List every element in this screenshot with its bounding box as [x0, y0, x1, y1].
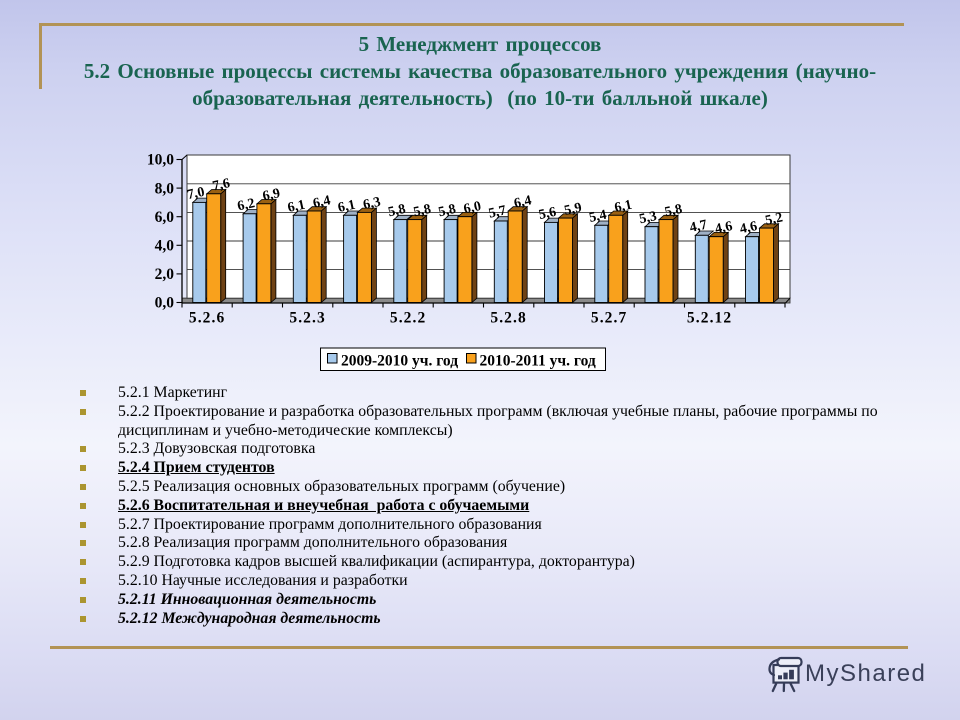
- svg-text:6,1: 6,1: [613, 198, 633, 216]
- svg-text:6,4: 6,4: [312, 193, 332, 211]
- svg-text:5,6: 5,6: [537, 205, 557, 223]
- svg-text:5,8: 5,8: [412, 202, 432, 220]
- svg-text:5,3: 5,3: [638, 209, 658, 227]
- svg-text:8,0: 8,0: [155, 180, 175, 197]
- svg-text:6,0: 6,0: [155, 209, 175, 226]
- svg-text:5.2.7: 5.2.7: [591, 310, 628, 327]
- svg-text:5.2.3: 5.2.3: [289, 310, 326, 327]
- svg-text:6,1: 6,1: [337, 198, 357, 216]
- svg-text:5,9: 5,9: [563, 200, 583, 218]
- svg-text:6,4: 6,4: [513, 193, 533, 211]
- svg-text:4,6: 4,6: [738, 219, 758, 237]
- svg-text:5.2.6: 5.2.6: [189, 310, 226, 327]
- svg-text:2010-2011 уч. год: 2010-2011 уч. год: [480, 353, 596, 370]
- svg-text:4,7: 4,7: [688, 218, 708, 236]
- svg-text:6,1: 6,1: [286, 198, 306, 216]
- svg-text:7,0: 7,0: [186, 185, 206, 203]
- svg-text:5,4: 5,4: [588, 208, 608, 226]
- svg-text:5,7: 5,7: [487, 203, 507, 221]
- svg-text:6,9: 6,9: [261, 186, 281, 204]
- svg-text:5,8: 5,8: [387, 202, 407, 220]
- svg-text:5,8: 5,8: [437, 202, 457, 220]
- svg-text:5,8: 5,8: [663, 202, 683, 220]
- svg-text:4,6: 4,6: [714, 219, 734, 237]
- svg-text:4,0: 4,0: [155, 238, 175, 255]
- svg-text:2009-2010 уч. год: 2009-2010 уч. год: [341, 353, 458, 370]
- svg-text:5.2.12: 5.2.12: [687, 310, 732, 327]
- svg-text:6,3: 6,3: [362, 195, 382, 213]
- svg-text:0,0: 0,0: [155, 295, 175, 312]
- svg-text:6,2: 6,2: [236, 196, 256, 214]
- svg-text:2,0: 2,0: [155, 266, 175, 283]
- svg-text:7,6: 7,6: [211, 176, 231, 194]
- svg-text:10,0: 10,0: [147, 152, 174, 169]
- svg-text:5.2.8: 5.2.8: [490, 310, 527, 327]
- svg-text:5.2.2: 5.2.2: [390, 310, 427, 327]
- svg-text:5,2: 5,2: [764, 210, 784, 228]
- svg-text:6,0: 6,0: [462, 199, 482, 217]
